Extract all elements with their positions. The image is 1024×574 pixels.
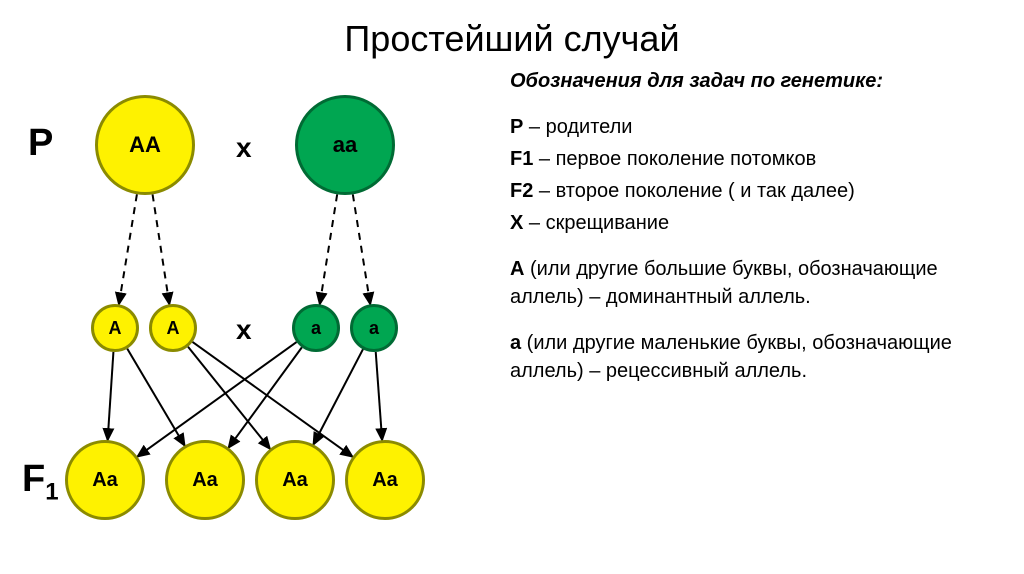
parent-node: AA [95,95,195,195]
gamete-node: a [350,304,398,352]
legend-block: a (или другие маленькие буквы, обозначаю… [510,329,1004,385]
genetics-diagram: PF1xxAAaaAAaaAaAaAaAa [0,70,500,564]
legend-line: F2 – второе поколение ( и так далее) [510,177,1004,205]
offspring-node: Aa [345,440,425,520]
legend: Обозначения для задач по генетике: P – р… [500,70,1024,564]
offspring-node: Aa [65,440,145,520]
legend-items: P – родители F1 – первое поколение потомк… [510,113,1004,237]
gamete-node: A [91,304,139,352]
cross-1: x [236,132,252,164]
p-label: P [28,122,53,165]
legend-blocks: A (или другие большие буквы, обозначающи… [510,255,1004,385]
gamete-node: A [149,304,197,352]
legend-block: A (или другие большие буквы, обозначающи… [510,255,1004,311]
legend-line: P – родители [510,113,1004,141]
legend-line: F1 – первое поколение потомков [510,145,1004,173]
f-label: F1 [22,458,59,507]
offspring-node: Aa [255,440,335,520]
parent-node: aa [295,95,395,195]
legend-heading: Обозначения для задач по генетике: [510,70,1004,93]
gamete-node: a [292,304,340,352]
page-title: Простейший случай [0,0,1024,70]
content: PF1xxAAaaAAaaAaAaAaAa Обозначения для за… [0,70,1024,564]
offspring-node: Aa [165,440,245,520]
cross-2: x [236,314,252,346]
legend-line: X – скрещивание [510,209,1004,237]
